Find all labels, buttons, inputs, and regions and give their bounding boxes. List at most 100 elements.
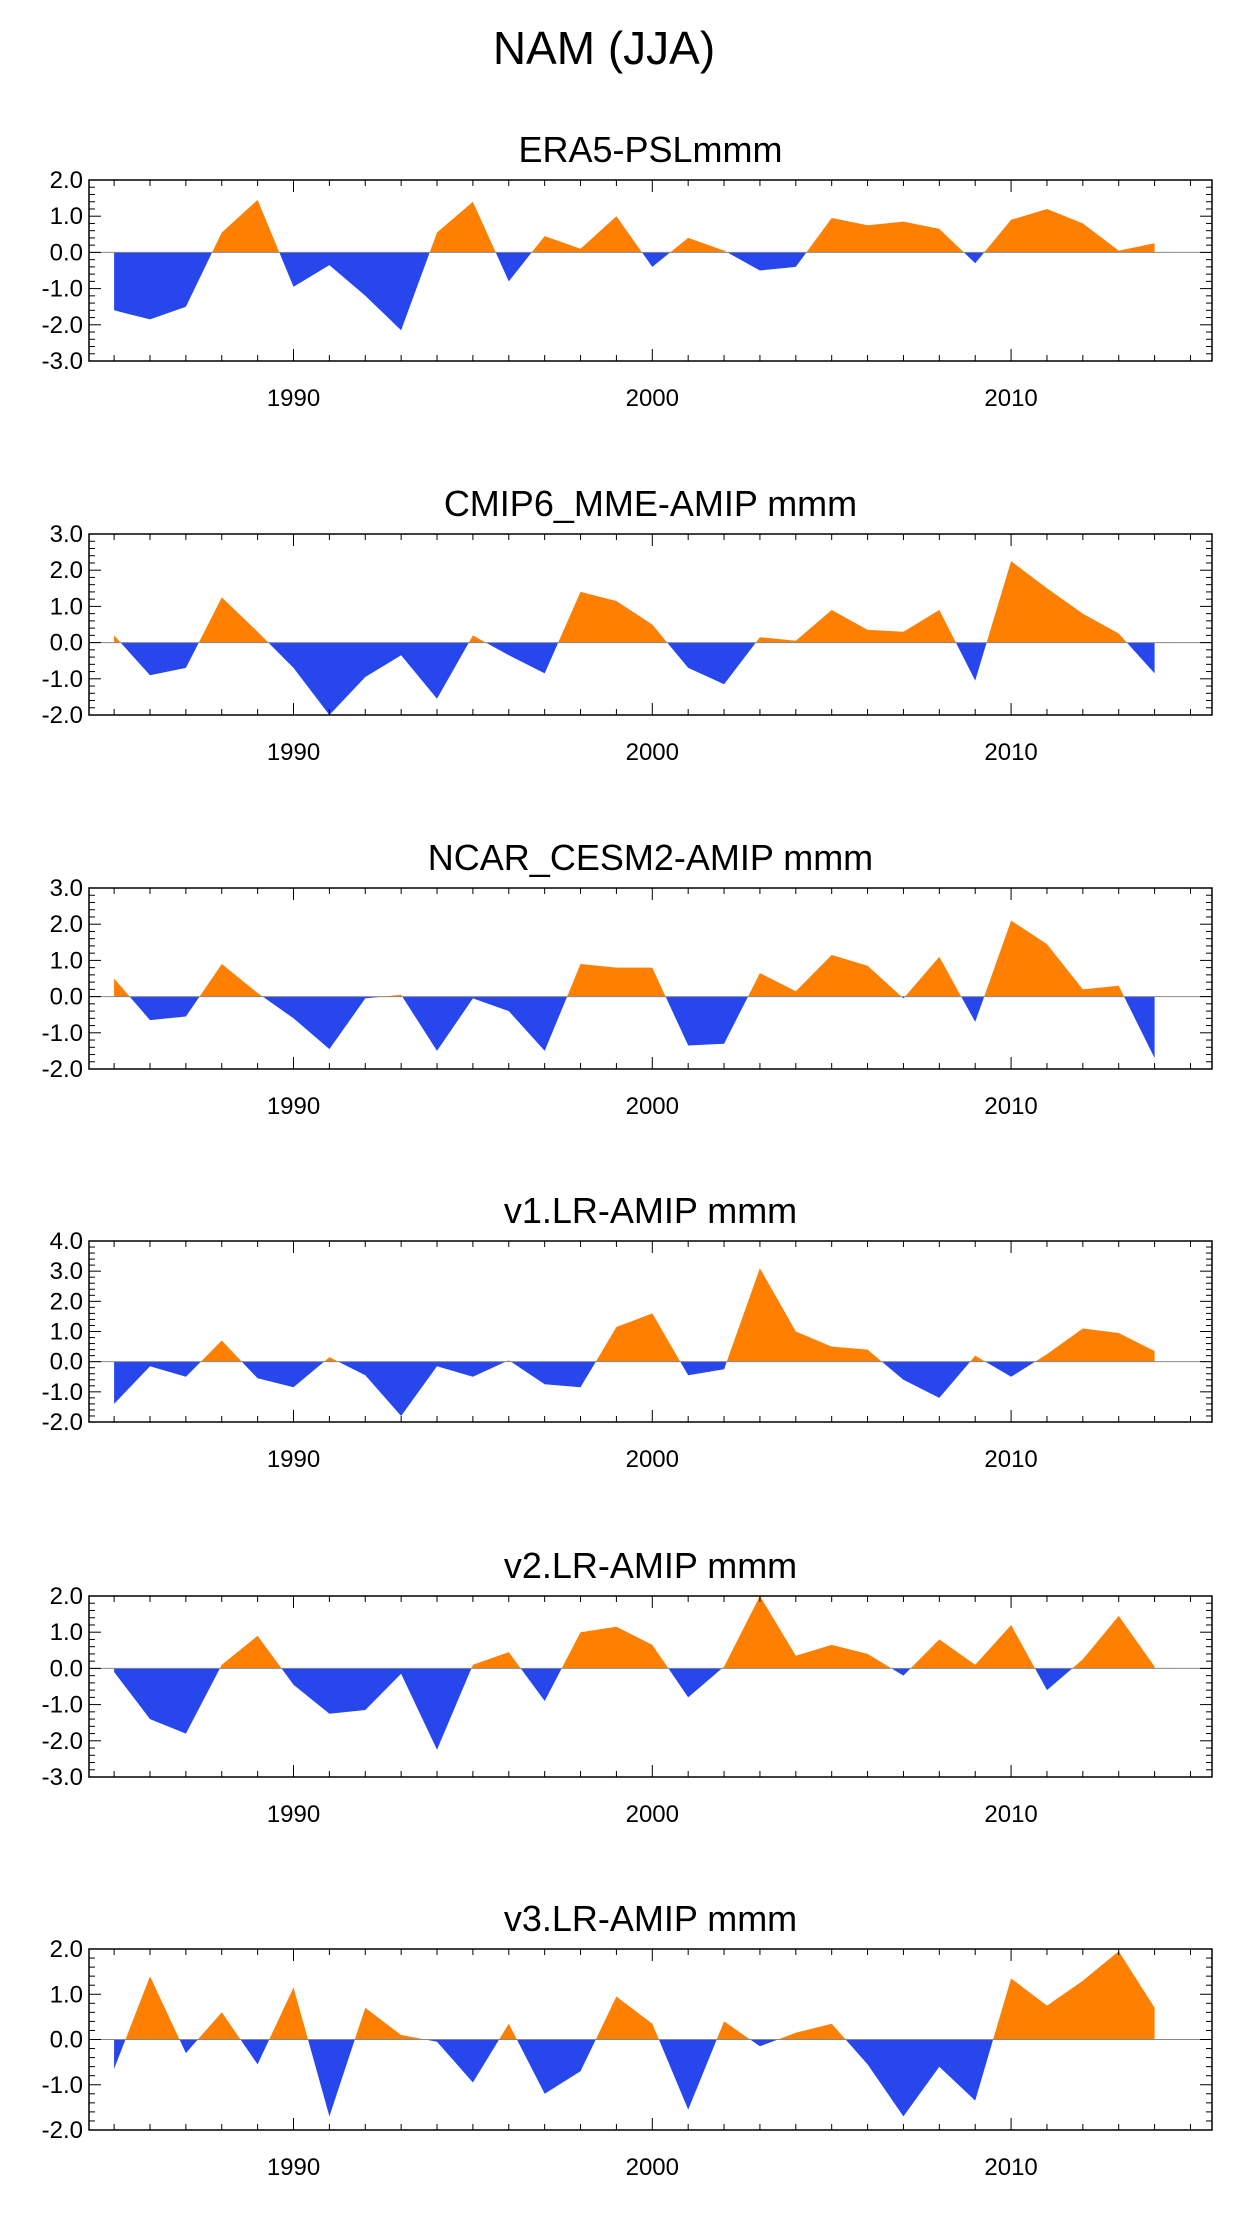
positive-area [595, 1996, 659, 2040]
positive-area [212, 199, 280, 253]
positive-area [986, 561, 1127, 643]
y-tick-label: 1.0 [50, 1981, 83, 2008]
y-tick-label: 0.0 [50, 630, 83, 657]
y-tick-label: 0.0 [50, 984, 83, 1011]
y-tick-label: 2.0 [50, 911, 83, 938]
negative-area [511, 1361, 596, 1388]
positive-area [567, 964, 666, 997]
negative-area [665, 996, 748, 1046]
panel-title: CMIP6_MME-AMIP mmm [444, 483, 857, 524]
panel-title: ERA5-PSLmmm [518, 129, 782, 170]
positive-area [114, 978, 130, 997]
positive-area [670, 237, 728, 253]
y-tick-label: -2.0 [42, 1728, 83, 1755]
panel-title: v3.LR-AMIP mmm [504, 1898, 797, 1939]
panel-title: v2.LR-AMIP mmm [504, 1545, 797, 1586]
negative-area [279, 252, 430, 331]
x-tick-label: 2010 [984, 739, 1037, 766]
x-tick-label: 1990 [267, 2154, 320, 2181]
positive-area [716, 2021, 751, 2040]
negative-area [961, 996, 985, 1022]
negative-area [667, 642, 756, 685]
y-tick-label: -1.0 [42, 276, 83, 303]
y-tick-label: -3.0 [42, 348, 83, 375]
negative-area [268, 642, 469, 715]
negative-area [240, 2039, 270, 2065]
negative-area [114, 1361, 201, 1404]
panel-3: NCAR_CESM2-AMIP mmm 3.0 2.0 1.0 0.0 -1.0 -2.0 1… [42, 837, 1213, 1120]
y-tick-label: -1.0 [42, 1020, 83, 1047]
panel-title: v1.LR-AMIP mmm [504, 1190, 797, 1231]
y-tick-label: -2.0 [42, 2117, 83, 2144]
positive-area [595, 1313, 681, 1362]
negative-area [680, 1361, 727, 1376]
negative-area [955, 642, 987, 681]
positive-area [984, 209, 1155, 253]
negative-area [114, 2039, 126, 2069]
y-tick-label: 3.0 [50, 1258, 83, 1285]
positive-area [324, 1357, 339, 1362]
negative-area [262, 996, 384, 1050]
x-tick-label: 1990 [267, 385, 320, 412]
negative-area [727, 252, 807, 271]
positive-area [910, 1625, 1035, 1669]
x-tick-label: 1990 [267, 1446, 320, 1473]
positive-area [114, 635, 121, 643]
y-tick-label: -1.0 [42, 2072, 83, 2099]
y-tick-label: 4.0 [50, 1228, 83, 1255]
y-tick-label: -1.0 [42, 666, 83, 693]
negative-area [516, 2039, 596, 2094]
positive-area [197, 2012, 241, 2040]
y-tick-label: 1.0 [50, 1619, 83, 1646]
positive-area [199, 964, 263, 997]
y-tick-label: 3.0 [50, 875, 83, 902]
negative-area [1035, 1668, 1073, 1691]
negative-area [338, 1361, 506, 1416]
negative-area [241, 1361, 324, 1388]
negative-area [485, 642, 559, 674]
positive-area [748, 955, 902, 997]
negative-area [114, 1668, 220, 1734]
negative-area [308, 2039, 355, 2117]
negative-area [845, 2039, 994, 2117]
x-tick-label: 2000 [626, 1093, 679, 1120]
positive-area [993, 1951, 1155, 2040]
y-tick-label: -2.0 [42, 312, 83, 339]
positive-area [219, 1635, 282, 1669]
negative-area [114, 252, 213, 320]
x-tick-label: 2010 [984, 2154, 1037, 2181]
negative-area [668, 1668, 722, 1698]
x-tick-label: 2000 [626, 2154, 679, 2181]
plot-frame [88, 179, 1213, 362]
x-tick-label: 2010 [984, 1801, 1037, 1828]
x-tick-label: 1990 [267, 739, 320, 766]
positive-area [726, 1268, 882, 1362]
y-tick-label: 1.0 [50, 1319, 83, 1346]
y-tick-label: 1.0 [50, 593, 83, 620]
positive-area [198, 597, 269, 643]
negative-area [520, 1668, 562, 1701]
y-tick-label: -2.0 [42, 1056, 83, 1083]
y-tick-label: 1.0 [50, 947, 83, 974]
positive-area [499, 2023, 517, 2040]
positive-area [777, 2023, 846, 2040]
x-tick-label: 2010 [984, 1093, 1037, 1120]
negative-area [402, 996, 568, 1051]
positive-area [1072, 1615, 1155, 1669]
x-tick-label: 1990 [267, 1801, 320, 1828]
y-tick-label: 2.0 [50, 1936, 83, 1963]
positive-area [468, 635, 486, 643]
panel-5: v2.LR-AMIP mmm 2.0 1.0 0.0 -1.0 -2.0 -3.0 1990 2… [42, 1545, 1213, 1828]
y-tick-label: -2.0 [42, 1409, 83, 1436]
negative-area [891, 1668, 911, 1676]
panel-2: CMIP6_MME-AMIP mmm 3.0 2.0 1.0 0.0 -1.0 -2.0 19… [42, 483, 1213, 766]
negative-area [281, 1668, 472, 1750]
negative-area [1126, 642, 1155, 674]
positive-area [531, 216, 642, 253]
positive-area [970, 1355, 986, 1362]
y-tick-label: 0.0 [50, 1655, 83, 1682]
y-tick-label: 2.0 [50, 1583, 83, 1610]
plot-frame [88, 1595, 1213, 1778]
